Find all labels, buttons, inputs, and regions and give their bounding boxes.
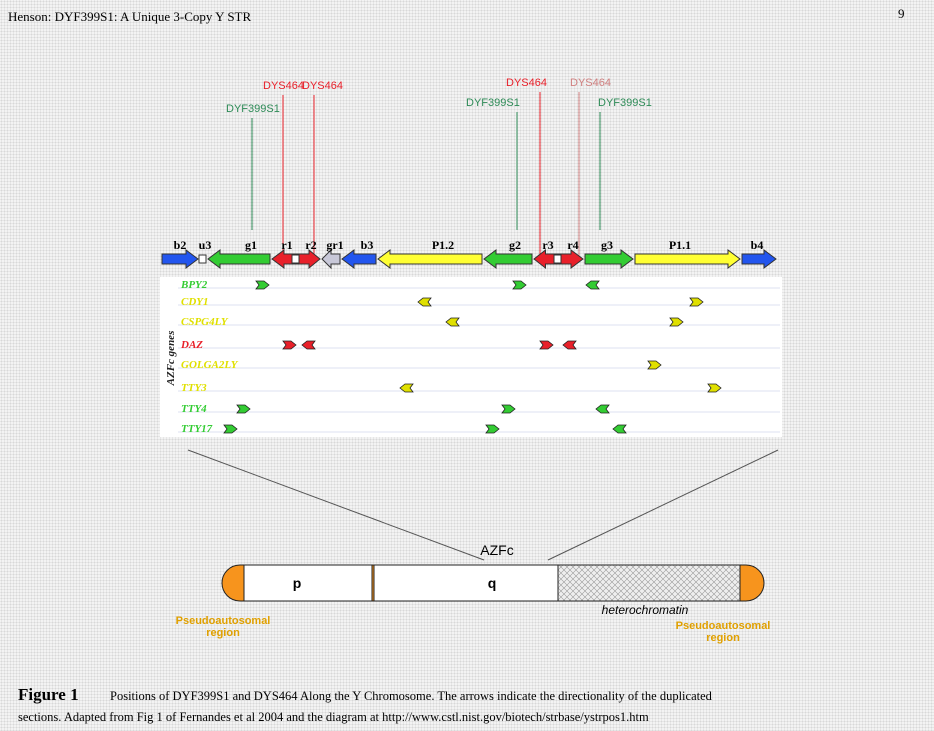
- gene-arrow: [669, 317, 684, 327]
- segment-label: r3: [542, 238, 553, 252]
- segment-label: gr1: [326, 238, 343, 252]
- gene-label: BPY2: [180, 279, 208, 291]
- marker-label: DYF399S1: [226, 103, 280, 115]
- pa-right: Pseudoautosomal region: [675, 620, 771, 644]
- segment-box: [198, 254, 207, 264]
- segment-arrow: [483, 249, 533, 269]
- segment-label: r4: [567, 238, 578, 252]
- gene-label: CSPG4LY: [181, 316, 229, 328]
- gene-arrow: [647, 360, 662, 370]
- gene-arrow: [282, 340, 297, 350]
- gene-arrow: [539, 340, 554, 350]
- segment-label: b2: [174, 238, 187, 252]
- figure-label: Figure 1: [18, 685, 79, 704]
- gene-arrow: [417, 297, 432, 307]
- segment-arrow: [207, 249, 271, 269]
- segment-arrow: [556, 249, 584, 269]
- gene-label: TTY3: [181, 382, 207, 394]
- azfc-label: AZFc: [480, 542, 513, 558]
- gene-arrow: [501, 404, 516, 414]
- pa-right-label: Pseudoautosomal region: [675, 620, 771, 644]
- heterochromatin-block: [557, 564, 741, 602]
- gene-arrow: [689, 297, 704, 307]
- gene-arrow: [595, 404, 610, 414]
- segment-label: u3: [199, 238, 212, 252]
- gene-arrow: [707, 383, 722, 393]
- q-label: q: [488, 575, 497, 591]
- segment-label: b3: [361, 238, 374, 252]
- gene-arrow: [399, 383, 414, 393]
- zoom-lines: [187, 449, 779, 561]
- gene-label: CDY1: [181, 296, 209, 308]
- gene-arrow: [445, 317, 460, 327]
- gene-axis-label: AZFc genes: [165, 331, 177, 387]
- pa-left: Pseudoautosomal region: [175, 615, 271, 639]
- segment-label: b4: [751, 238, 764, 252]
- center-box: [553, 254, 562, 264]
- gene-label: DAZ: [180, 339, 203, 351]
- segment-arrow: [341, 249, 377, 269]
- segment-label: g2: [509, 238, 521, 252]
- gene-arrow: [255, 280, 270, 290]
- segment-arrow: [533, 248, 558, 270]
- p-label: p: [293, 575, 302, 591]
- gene-arrow: [236, 404, 251, 414]
- segment-label: r2: [305, 238, 316, 252]
- marker-label: DYS464: [570, 77, 611, 89]
- gene-panel: [160, 277, 782, 437]
- marker-label: DYF399S1: [466, 97, 520, 109]
- segment-arrow: [634, 249, 741, 269]
- segment-arrow: [321, 248, 341, 270]
- center-box: [291, 254, 300, 264]
- marker-label: DYS464: [506, 77, 547, 89]
- gene-arrow: [301, 340, 316, 350]
- segment-label: P1.2: [432, 238, 454, 252]
- gene-arrow: [612, 424, 627, 434]
- p-arm: [243, 564, 373, 602]
- caption-line1: Positions of DYF399S1 and DYS464 Along t…: [110, 689, 713, 703]
- segment-label: g1: [245, 238, 257, 252]
- gene-arrow: [562, 340, 577, 350]
- q-arm: [373, 564, 559, 602]
- gene-arrow: [512, 280, 527, 290]
- segment-label: P1.1: [669, 238, 691, 252]
- segment-arrow: [377, 249, 483, 269]
- gene-label: GOLGA2LY: [181, 359, 239, 371]
- gene-arrow: [485, 424, 500, 434]
- gene-label: TTY17: [181, 423, 213, 435]
- marker-label: DYS464: [302, 80, 343, 92]
- heterochromatin-label: heterochromatin: [602, 603, 689, 617]
- gene-arrow: [223, 424, 238, 434]
- segment-label: g3: [601, 238, 613, 252]
- marker-label: DYF399S1: [598, 97, 652, 109]
- marker-label: DYS464: [263, 80, 304, 92]
- caption-line2: sections. Adapted from Fig 1 of Fernande…: [18, 710, 649, 724]
- segment-arrow: [584, 249, 634, 269]
- segment-label: r1: [281, 238, 292, 252]
- segment-arrow: [161, 249, 199, 269]
- page-number: 9: [898, 6, 905, 21]
- pa-left-label: Pseudoautosomal region: [175, 615, 271, 639]
- gene-arrow: [585, 280, 600, 290]
- segment-arrow: [741, 249, 777, 269]
- gene-label: TTY4: [181, 403, 207, 415]
- header-title: Henson: DYF399S1: A Unique 3-Copy Y STR: [8, 9, 251, 24]
- segment-arrow: [297, 248, 321, 270]
